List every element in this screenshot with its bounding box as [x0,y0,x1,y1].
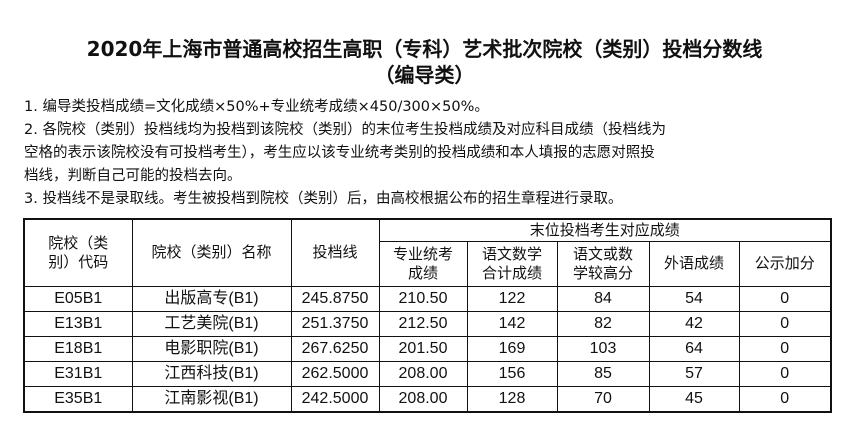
cell-code: E31B1 [23,360,133,387]
cell-chinese-math: 122 [466,285,558,312]
cell-higher: 85 [556,360,650,387]
cell-higher: 82 [556,310,650,337]
cell-chinese-math: 142 [466,310,558,337]
header-group: 末位投档考生对应成绩 [378,218,832,242]
cell-foreign: 64 [648,335,740,362]
cell-code: E13B1 [23,310,133,337]
cell-higher: 70 [556,385,650,412]
cell-name: 工艺美院(B1) [131,310,292,337]
cell-foreign: 45 [648,385,740,412]
header-foreign: 外语成绩 [648,240,740,287]
cell-foreign: 54 [648,285,740,312]
cell-chinese-math: 156 [466,360,558,387]
header-chinese-math: 语文数学合计成绩 [466,240,558,287]
cell-major: 210.50 [378,285,468,312]
header-line: 投档线 [290,218,380,287]
cell-major: 208.00 [378,360,468,387]
score-table: 院校（类别）代码 院校（类别）名称 投档线 末位投档考生对应成绩 专业统考成绩 … [23,218,832,413]
cell-foreign: 57 [648,360,740,387]
header-name: 院校（类别）名称 [131,218,292,287]
cell-line: 267.6250 [290,335,380,362]
cell-major: 208.00 [378,385,468,412]
cell-bonus: 0 [738,335,832,362]
table-row: E13B1 工艺美院(B1) 251.3750 212.50 142 82 42 0 [23,310,832,337]
header-major: 专业统考成绩 [378,240,468,287]
note-line: 3. 投档线不是录取线。考生被投档到院校（类别）后，由高校根据公布的招生章程进行… [24,191,623,207]
table-row: E05B1 出版高专(B1) 245.8750 210.50 122 84 54 0 [23,285,832,312]
cell-major: 201.50 [378,335,468,362]
cell-code: E35B1 [23,385,133,412]
cell-line: 251.3750 [290,310,380,337]
cell-higher: 84 [556,285,650,312]
notes: 1. 编导类投档成绩=文化成绩×50%+专业统考成绩×450/300×50%。 … [24,96,839,211]
cell-line: 242.5000 [290,385,380,412]
cell-bonus: 0 [738,285,832,312]
page-subtitle: （编导类） [374,63,475,87]
cell-line: 245.8750 [290,285,380,312]
cell-name: 江南影视(B1) [131,385,292,412]
table-row: E18B1 电影职院(B1) 267.6250 201.50 169 103 64 0 [23,335,832,362]
cell-line: 262.5000 [290,360,380,387]
note-line: 2. 各院校（类别）投档线均为投档到该院校（类别）的末位考生投档成绩及对应科目成… [24,122,666,138]
cell-code: E18B1 [23,335,133,362]
header-bonus: 公示加分 [738,240,832,287]
note-line: 空格的表示该院校没有可投档考生），考生应以该专业统考类别的投档成绩和本人填报的志… [24,145,655,161]
note-line: 档线，判断自己可能的投档去向。 [24,168,242,184]
cell-name: 江西科技(B1) [131,360,292,387]
header-code: 院校（类别）代码 [23,218,133,287]
page-title: 2020年上海市普通高校招生高职（专科）艺术批次院校（类别）投档分数线 [86,37,763,61]
cell-bonus: 0 [738,385,832,412]
cell-higher: 103 [556,335,650,362]
cell-foreign: 42 [648,310,740,337]
cell-code: E05B1 [23,285,133,312]
cell-name: 电影职院(B1) [131,335,292,362]
note-line: 1. 编导类投档成绩=文化成绩×50%+专业统考成绩×450/300×50%。 [24,99,489,115]
cell-chinese-math: 169 [466,335,558,362]
cell-bonus: 0 [738,310,832,337]
cell-chinese-math: 128 [466,385,558,412]
table-row: E31B1 江西科技(B1) 262.5000 208.00 156 85 57 0 [23,360,832,387]
header-higher: 语文或数学较高分 [556,240,650,287]
cell-major: 212.50 [378,310,468,337]
cell-bonus: 0 [738,360,832,387]
table-row: E35B1 江南影视(B1) 242.5000 208.00 128 70 45 0 [23,385,832,412]
cell-name: 出版高专(B1) [131,285,292,312]
